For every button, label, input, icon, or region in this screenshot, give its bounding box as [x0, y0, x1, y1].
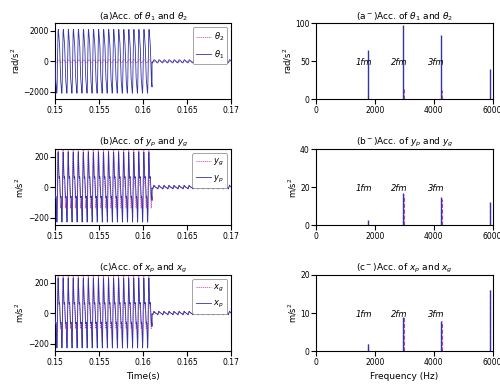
Title: (b)Acc. of $y_p$ and $y_g$: (b)Acc. of $y_p$ and $y_g$ — [98, 136, 188, 149]
$\theta_1$ — [228, 59, 234, 64]
$x_p$ — [59, 346, 65, 350]
$x_p$ — [120, 345, 126, 350]
Text: 3fm: 3fm — [428, 310, 444, 319]
$x_g$ — [124, 340, 130, 345]
$y_g$ — [184, 186, 190, 190]
Y-axis label: m/s$^2$: m/s$^2$ — [14, 303, 26, 323]
$y_g$ — [120, 213, 126, 218]
$\theta_2$ — [184, 59, 190, 64]
Line: $x_g$: $x_g$ — [55, 274, 232, 342]
Title: (a$^-$)Acc. of $\theta_1$ and $\theta_2$: (a$^-$)Acc. of $\theta_1$ and $\theta_2$ — [356, 11, 453, 23]
$x_p$ — [158, 311, 164, 315]
$\theta_1$ — [120, 90, 126, 95]
$\theta_1$ — [167, 58, 173, 63]
Text: 2fm: 2fm — [391, 58, 407, 67]
$x_p$ — [184, 312, 190, 316]
$x_g$ — [158, 311, 164, 316]
$\theta_2$ — [228, 59, 234, 64]
Text: 2fm: 2fm — [391, 184, 407, 193]
$\theta_2$ — [167, 59, 173, 64]
Y-axis label: m/s$^2$: m/s$^2$ — [286, 303, 299, 323]
$x_p$ — [76, 276, 82, 281]
$\theta_1$ — [52, 59, 58, 64]
$y_g$ — [84, 213, 90, 218]
$\theta_2$ — [70, 57, 76, 62]
Title: (b$^-$)Acc. of $y_p$ and $y_g$: (b$^-$)Acc. of $y_p$ and $y_g$ — [356, 136, 453, 149]
$\theta_1$ — [130, 91, 136, 96]
$y_g$ — [167, 185, 173, 189]
$y_g$ — [197, 185, 203, 189]
Line: $y_p$: $y_p$ — [55, 152, 232, 222]
Title: (c$^-$)Acc. of $x_p$ and $x_g$: (c$^-$)Acc. of $x_p$ and $x_g$ — [356, 262, 452, 275]
X-axis label: Frequency (Hz): Frequency (Hz) — [370, 372, 438, 381]
$\theta_2$ — [158, 59, 164, 64]
$y_p$ — [84, 220, 90, 224]
$x_g$ — [228, 311, 234, 316]
Y-axis label: rad/s$^2$: rad/s$^2$ — [9, 48, 22, 74]
$x_g$ — [136, 272, 141, 276]
$x_p$ — [197, 310, 203, 315]
Legend: $y_g$, $y_p$: $y_g$, $y_p$ — [192, 153, 227, 188]
$x_g$ — [52, 318, 58, 322]
$\theta_2$ — [84, 60, 90, 65]
$x_p$ — [52, 311, 58, 315]
$y_p$ — [228, 185, 234, 190]
Legend: $x_g$, $x_p$: $x_g$, $x_p$ — [192, 279, 227, 314]
Line: $\theta_2$: $\theta_2$ — [55, 59, 232, 63]
$\theta_2$ — [120, 60, 126, 64]
$x_g$ — [167, 310, 173, 315]
$y_p$ — [197, 185, 203, 189]
Y-axis label: rad/s$^2$: rad/s$^2$ — [282, 48, 294, 74]
$x_g$ — [120, 340, 126, 345]
Title: (a)Acc. of $\theta_1$ and $\theta_2$: (a)Acc. of $\theta_1$ and $\theta_2$ — [98, 11, 188, 23]
$\theta_1$ — [121, 27, 127, 32]
$y_p$ — [59, 220, 65, 224]
$y_p$ — [184, 185, 190, 190]
Title: (c)Acc. of $x_p$ and $x_g$: (c)Acc. of $x_p$ and $x_g$ — [99, 262, 188, 275]
$y_p$ — [120, 220, 126, 224]
Line: $y_g$: $y_g$ — [55, 140, 232, 216]
Text: 3fm: 3fm — [428, 184, 444, 193]
$\theta_1$ — [197, 58, 203, 63]
Text: 3fm: 3fm — [428, 58, 444, 67]
X-axis label: Time(s): Time(s) — [126, 372, 160, 381]
Y-axis label: m/s$^2$: m/s$^2$ — [286, 177, 298, 198]
$\theta_2$ — [197, 59, 203, 64]
$y_g$ — [228, 186, 234, 190]
Text: 1fm: 1fm — [356, 184, 372, 193]
Text: 1fm: 1fm — [356, 58, 372, 67]
$y_g$ — [52, 197, 58, 202]
$\theta_1$ — [184, 60, 190, 64]
$x_p$ — [228, 311, 234, 315]
$y_p$ — [52, 185, 58, 190]
$\theta_2$ — [52, 59, 58, 64]
$y_g$ — [59, 213, 65, 218]
Line: $x_p$: $x_p$ — [55, 278, 232, 348]
$y_p$ — [167, 185, 173, 189]
$x_g$ — [197, 310, 203, 315]
$x_p$ — [167, 310, 173, 315]
$x_g$ — [84, 340, 90, 344]
$x_p$ — [84, 345, 90, 350]
$y_g$ — [158, 186, 164, 190]
$x_g$ — [184, 312, 190, 316]
$\theta_2$ — [84, 61, 89, 65]
$y_g$ — [86, 138, 91, 142]
Text: 1fm: 1fm — [356, 310, 372, 319]
$\theta_1$ — [84, 91, 90, 95]
$\theta_1$ — [158, 59, 164, 64]
Y-axis label: m/s$^2$: m/s$^2$ — [14, 177, 26, 198]
Text: 2fm: 2fm — [391, 310, 407, 319]
Legend: $\theta_2$, $\theta_1$: $\theta_2$, $\theta_1$ — [193, 27, 227, 64]
Line: $\theta_1$: $\theta_1$ — [55, 29, 232, 93]
$y_p$ — [158, 185, 164, 190]
$y_p$ — [76, 150, 82, 155]
